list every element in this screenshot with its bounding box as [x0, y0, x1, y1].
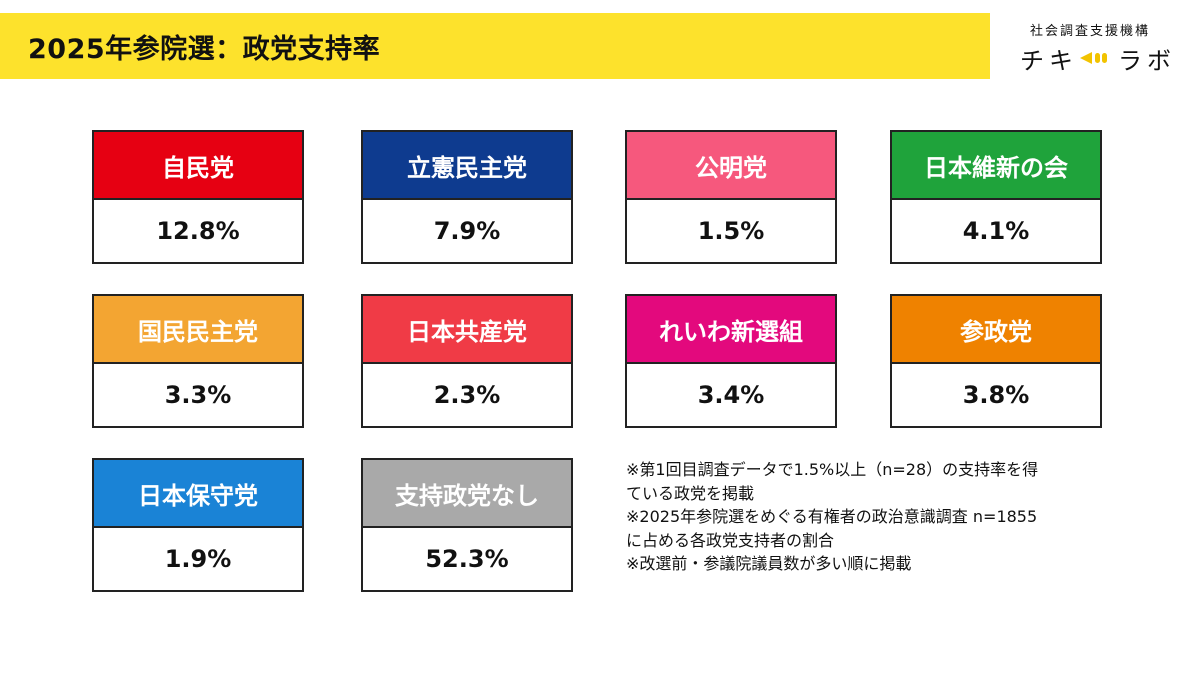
support-rate: 3.3% — [164, 381, 232, 409]
brand-name-part1: チキ — [1020, 46, 1078, 75]
party-name: 日本共産党 — [363, 296, 571, 364]
brand-name-part2: ラボ — [1118, 46, 1176, 75]
party-name: 日本保守党 — [94, 460, 302, 528]
party-name: 国民民主党 — [94, 296, 302, 364]
brand-name: チキ ラボ — [1020, 42, 1176, 75]
footnote-line: ※改選前・参議院議員数が多い順に掲載 — [626, 554, 912, 573]
party-card: 参政党 3.8% — [890, 294, 1102, 428]
support-rate: 4.1% — [962, 217, 1030, 245]
support-rate: 1.9% — [164, 545, 232, 573]
footnotes: ※第1回目調査データで1.5%以上（n=28）の支持率を得 ている政党を掲載 ※… — [626, 458, 1126, 576]
brand-logo: 社会調査支援機構 チキ ラボ — [1016, 18, 1186, 78]
party-card: 日本保守党 1.9% — [92, 458, 304, 592]
support-rate: 7.9% — [433, 217, 501, 245]
megaphone-icon — [1080, 50, 1114, 66]
footnote-line: ている政党を掲載 — [626, 483, 755, 503]
party-card: 公明党 1.5% — [625, 130, 837, 264]
support-rate: 12.8% — [156, 217, 240, 245]
party-name: 参政党 — [892, 296, 1100, 364]
footnote-line: ※2025年参院選をめぐる有権者の政治意識調査 n=1855 — [626, 507, 1038, 526]
footnote-line: ※第1回目調査データで1.5%以上（n=28）の支持率を得 — [626, 460, 1039, 479]
party-card: 支持政党なし 52.3% — [361, 458, 573, 592]
support-rate: 3.8% — [962, 381, 1030, 409]
party-card: 立憲民主党 7.9% — [361, 130, 573, 264]
support-rate: 2.3% — [433, 381, 501, 409]
party-card: 日本共産党 2.3% — [361, 294, 573, 428]
party-name: 日本維新の会 — [892, 132, 1100, 200]
party-name: 公明党 — [627, 132, 835, 200]
party-card: れいわ新選組 3.4% — [625, 294, 837, 428]
title-bar: 2025年参院選：政党支持率 — [0, 13, 990, 79]
party-card: 自民党 12.8% — [92, 130, 304, 264]
support-rate: 3.4% — [697, 381, 765, 409]
page-title: 2025年参院選：政党支持率 — [28, 33, 381, 65]
party-card: 日本維新の会 4.1% — [890, 130, 1102, 264]
support-rate: 52.3% — [425, 545, 509, 573]
party-name: 支持政党なし — [363, 460, 571, 528]
party-card: 国民民主党 3.3% — [92, 294, 304, 428]
party-name: 自民党 — [94, 132, 302, 200]
party-name: れいわ新選組 — [627, 296, 835, 364]
support-rate: 1.5% — [697, 217, 765, 245]
party-name: 立憲民主党 — [363, 132, 571, 200]
footnote-line: に占める各政党支持者の割合 — [626, 530, 835, 550]
brand-org-name: 社会調査支援機構 — [1030, 24, 1151, 39]
